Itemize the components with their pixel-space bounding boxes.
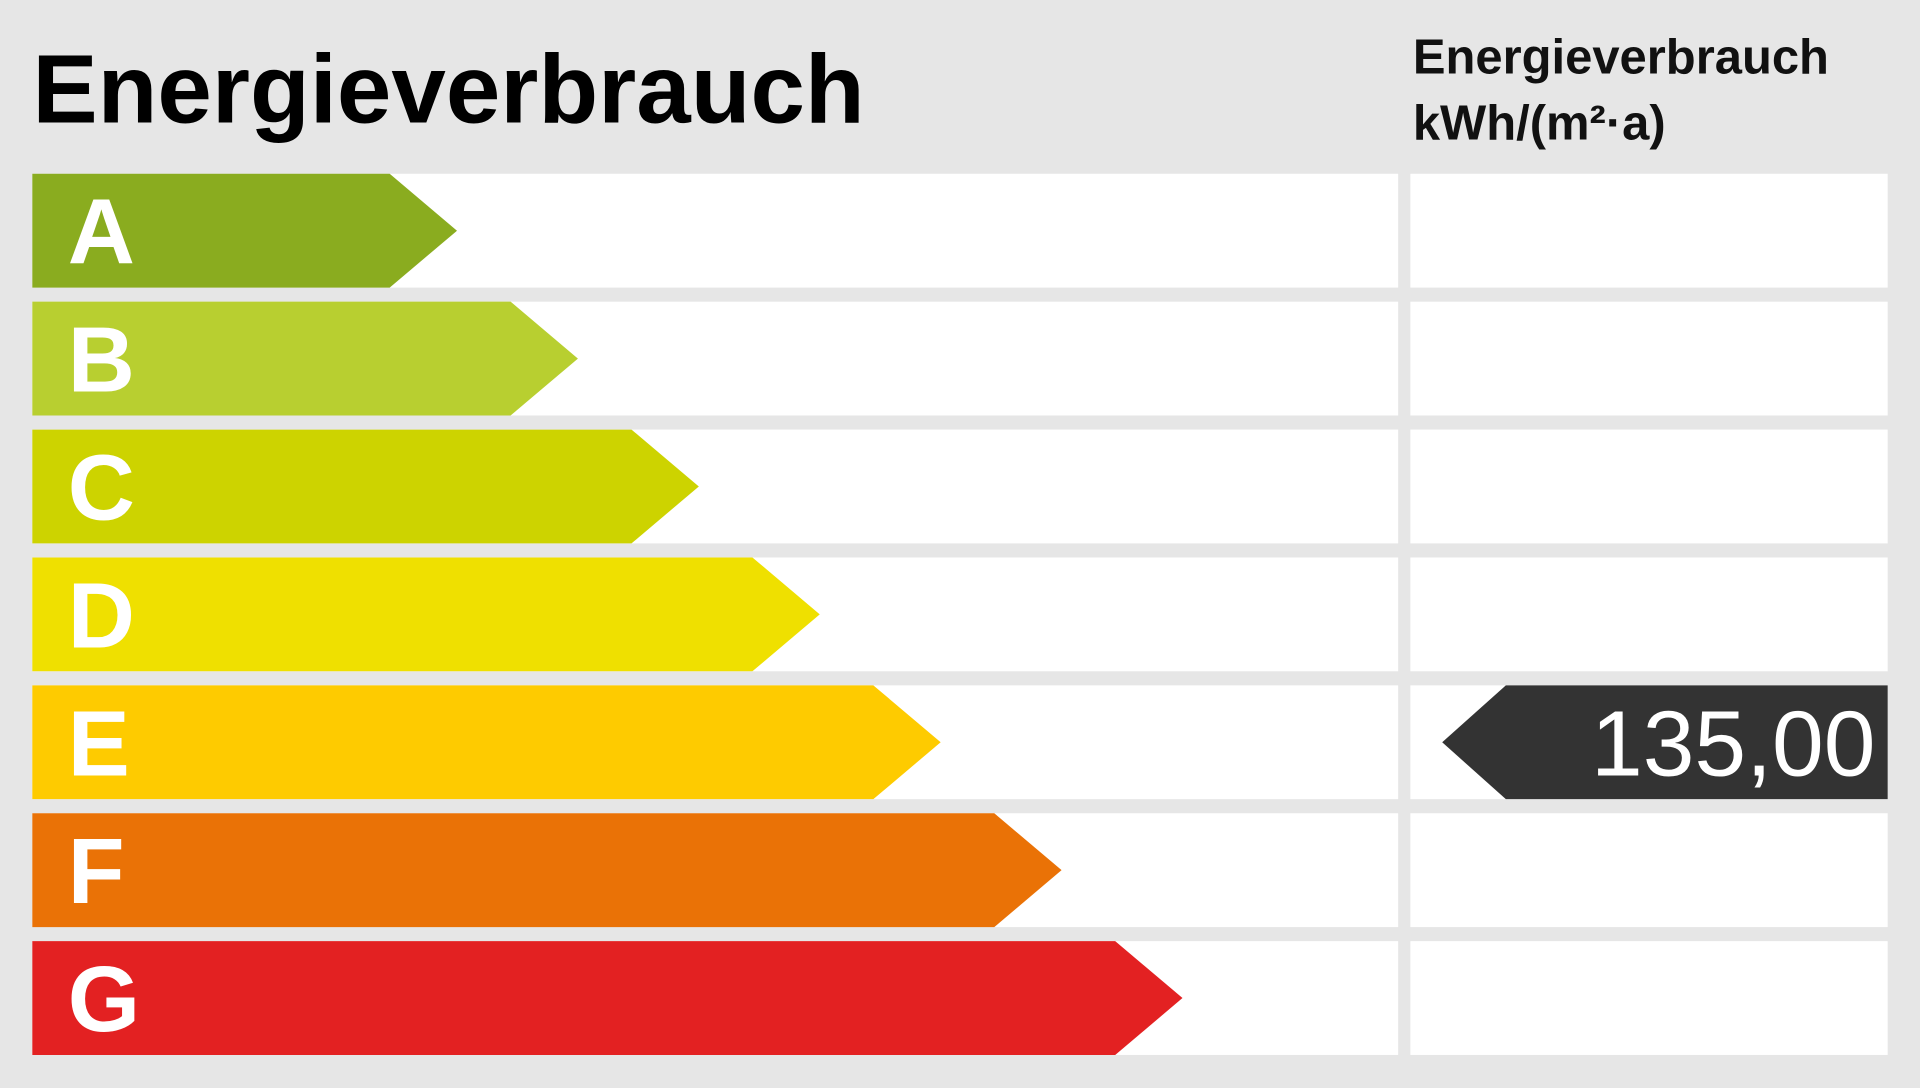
- value-text: 135,00: [1591, 691, 1875, 795]
- class-letter: A: [68, 180, 135, 284]
- column-unit: kWh/(m²·a): [1413, 97, 1666, 151]
- class-arrow: [32, 301, 578, 416]
- value-indicator: [1442, 685, 1888, 800]
- class-arrow: [32, 813, 1062, 928]
- class-letter: C: [68, 436, 135, 540]
- value-cell: [1410, 429, 1888, 544]
- class-arrow: [32, 173, 457, 288]
- class-letter: B: [68, 308, 135, 412]
- class-arrow: [32, 557, 820, 672]
- value-cell: [1410, 173, 1888, 288]
- class-letter: D: [68, 563, 135, 667]
- column-header: Energieverbrauch: [1413, 30, 1829, 84]
- title: Energieverbrauch: [32, 33, 864, 143]
- value-cell: [1410, 813, 1888, 928]
- class-letter: G: [68, 947, 140, 1051]
- class-arrow: [32, 685, 941, 800]
- class-arrow: [32, 429, 699, 544]
- class-letter: F: [68, 819, 125, 923]
- value-cell: [1410, 557, 1888, 672]
- value-cell: [1410, 941, 1888, 1055]
- value-cell: [1410, 301, 1888, 416]
- class-arrow: [32, 941, 1183, 1055]
- class-letter: E: [68, 691, 130, 795]
